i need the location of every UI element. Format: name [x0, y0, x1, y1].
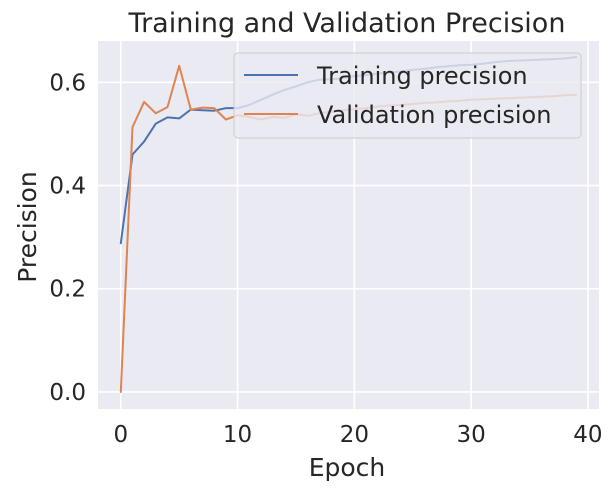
- x-tick-label: 40: [573, 422, 602, 448]
- x-tick-label: 30: [456, 422, 485, 448]
- y-tick-label: 0.6: [49, 70, 86, 96]
- y-tick-label: 0.4: [49, 174, 86, 200]
- legend-label-validation: Validation precision: [317, 101, 551, 129]
- y-tick-label: 0.2: [49, 277, 86, 303]
- x-tick-label: 20: [340, 422, 369, 448]
- y-axis-ticks: 0.0 0.2 0.4 0.6: [49, 70, 86, 406]
- legend: Training precision Validation precision: [233, 52, 582, 139]
- x-tick-label: 10: [223, 422, 252, 448]
- legend-box: [233, 52, 582, 139]
- y-tick-label: 0.0: [49, 380, 86, 406]
- y-axis-label: Precision: [13, 171, 42, 283]
- legend-label-training: Training precision: [316, 62, 528, 90]
- x-tick-label: 0: [113, 422, 128, 448]
- x-axis-ticks: 0 10 20 30 40: [113, 422, 602, 448]
- x-axis-label: Epoch: [309, 453, 386, 482]
- chart-title: Training and Validation Precision: [128, 8, 566, 39]
